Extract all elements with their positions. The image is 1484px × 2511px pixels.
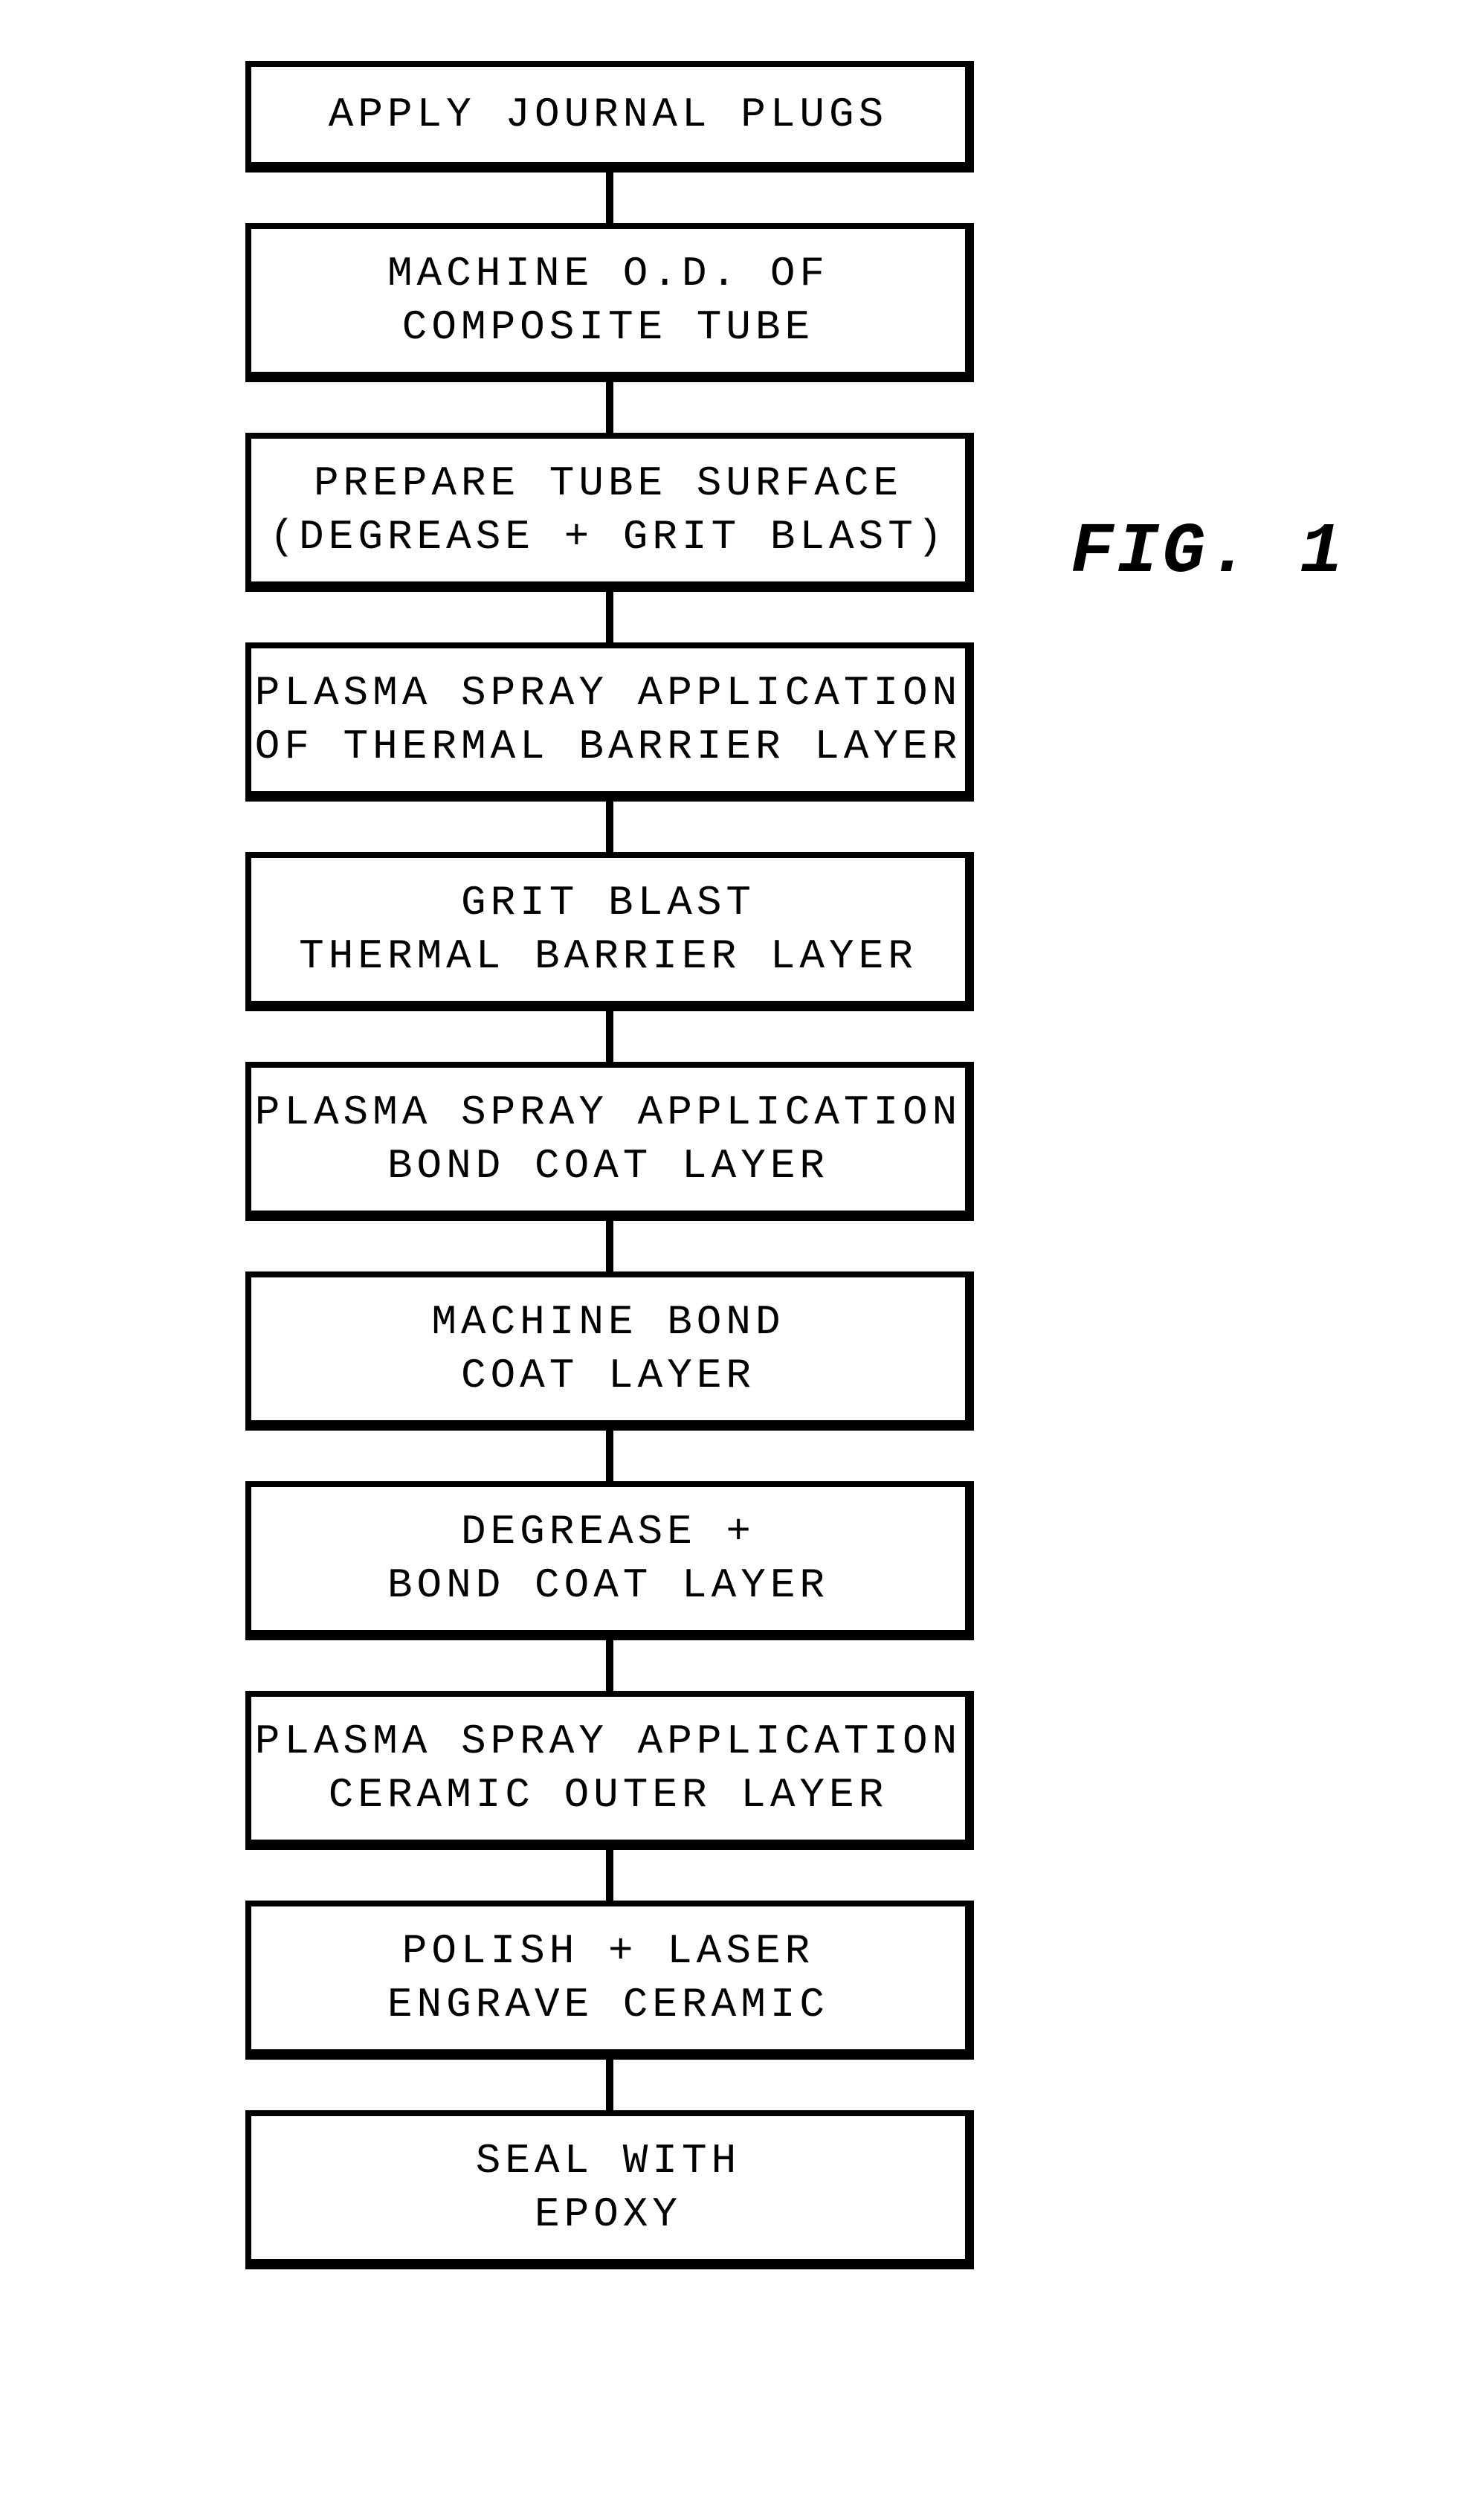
flow-node-0: APPLY JOURNAL PLUGS [245, 61, 974, 173]
flow-node-9: POLISH + LASERENGRAVE CERAMIC [245, 1901, 974, 2060]
page: APPLY JOURNAL PLUGS MACHINE O.D. OFCOMPOS… [0, 0, 1484, 2511]
flow-node-2-line-1: (DEGREASE + GRIT BLAST) [270, 510, 947, 564]
figure-label: FIG. 1 [1071, 512, 1346, 593]
flow-node-5-line-1: BOND COAT LAYER [387, 1139, 829, 1193]
flow-connector-1 [606, 382, 613, 433]
flow-node-10: SEAL WITHEPOXY [245, 2110, 974, 2269]
flow-connector-3 [606, 802, 613, 852]
flow-node-1-line-1: COMPOSITE TUBE [402, 300, 814, 354]
flow-node-6: MACHINE BONDCOAT LAYER [245, 1271, 974, 1431]
flow-node-1: MACHINE O.D. OFCOMPOSITE TUBE [245, 223, 974, 382]
flow-node-6-line-1: COAT LAYER [461, 1349, 755, 1402]
flow-node-5: PLASMA SPRAY APPLICATIONBOND COAT LAYER [245, 1062, 974, 1221]
flow-connector-5 [606, 1221, 613, 1271]
flow-node-3: PLASMA SPRAY APPLICATIONOF THERMAL BARRI… [245, 642, 974, 802]
flow-node-0-line-0: APPLY JOURNAL PLUGS [329, 88, 888, 141]
flow-node-2: PREPARE TUBE SURFACE(DEGREASE + GRIT BLA… [245, 433, 974, 592]
flow-node-3-line-0: PLASMA SPRAY APPLICATION [255, 666, 962, 720]
flow-node-8: PLASMA SPRAY APPLICATIONCERAMIC OUTER LA… [245, 1691, 974, 1850]
flow-connector-6 [606, 1431, 613, 1481]
flow-connector-9 [606, 2060, 613, 2110]
flow-node-10-line-1: EPOXY [535, 2188, 682, 2241]
flowchart: APPLY JOURNAL PLUGS MACHINE O.D. OFCOMPOS… [238, 61, 981, 2269]
flow-connector-4 [606, 1011, 613, 1062]
flow-node-7-line-0: DEGREASE + [461, 1505, 755, 1559]
flow-connector-0 [606, 173, 613, 223]
flow-node-9-line-0: POLISH + LASER [402, 1924, 814, 1978]
flow-node-3-line-1: OF THERMAL BARRIER LAYER [255, 720, 962, 773]
flow-node-10-line-0: SEAL WITH [476, 2134, 741, 2188]
flow-node-8-line-0: PLASMA SPRAY APPLICATION [255, 1715, 962, 1768]
flow-node-1-line-0: MACHINE O.D. OF [387, 247, 829, 300]
flow-node-4-line-0: GRIT BLAST [461, 876, 755, 929]
flow-node-4: GRIT BLASTTHERMAL BARRIER LAYER [245, 852, 974, 1011]
flow-connector-2 [606, 592, 613, 642]
flow-node-7-line-1: BOND COAT LAYER [387, 1559, 829, 1612]
flow-node-2-line-0: PREPARE TUBE SURFACE [314, 457, 903, 510]
flow-node-6-line-0: MACHINE BOND [431, 1295, 784, 1349]
flow-node-4-line-1: THERMAL BARRIER LAYER [299, 929, 917, 983]
flow-node-7: DEGREASE +BOND COAT LAYER [245, 1481, 974, 1640]
flow-connector-7 [606, 1640, 613, 1691]
flow-node-5-line-0: PLASMA SPRAY APPLICATION [255, 1086, 962, 1139]
flow-node-8-line-1: CERAMIC OUTER LAYER [329, 1768, 888, 1822]
flow-connector-8 [606, 1850, 613, 1901]
flow-node-9-line-1: ENGRAVE CERAMIC [387, 1978, 829, 2031]
